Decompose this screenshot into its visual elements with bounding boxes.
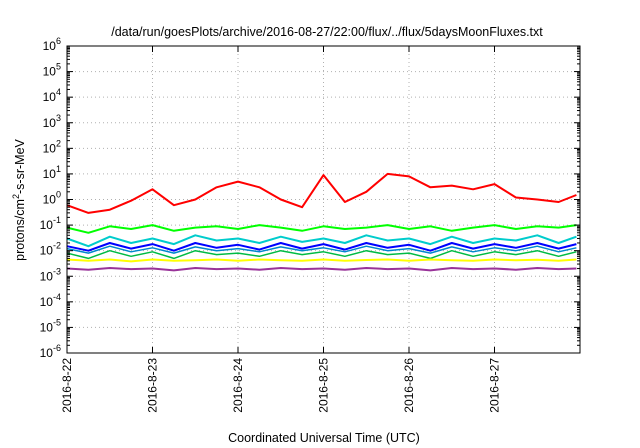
series-line-2 <box>66 224 577 234</box>
ticks <box>66 45 580 354</box>
grid <box>66 45 580 354</box>
y-tick-label: 100 <box>43 190 61 207</box>
series-line-1 <box>66 172 577 214</box>
y-tick-label: 103 <box>43 113 61 130</box>
y-tick-label: 10-1 <box>40 215 61 232</box>
y-tick-label: 10-5 <box>40 317 61 334</box>
y-tick-label: 10-2 <box>40 241 61 258</box>
y-tick-label: 105 <box>43 62 61 79</box>
y-tick-label: 101 <box>43 164 61 181</box>
series-line-6 <box>66 249 577 260</box>
series-line-5 <box>66 245 577 254</box>
series-line-4 <box>66 242 577 252</box>
y-tick-label: 10-3 <box>40 266 61 283</box>
series-line-8 <box>66 267 577 272</box>
x-tick-label: 2016-8-22 <box>60 358 74 413</box>
x-tick-labels: 2016-8-22 2016-8-23 2016-8-24 2016-8-25 2016… <box>60 358 502 413</box>
y-axis-label: protons/cm2-s-sr-MeV <box>11 138 27 260</box>
y-tick-label: 10-4 <box>40 292 61 309</box>
y-tick-label: 104 <box>43 87 61 104</box>
x-tick-label: 2016-8-25 <box>317 358 331 413</box>
series-lines <box>66 172 577 272</box>
series-line-7 <box>66 258 577 263</box>
series-line-3 <box>66 234 577 248</box>
y-tick-label: 102 <box>43 138 61 155</box>
y-tick-label: 106 <box>43 36 61 53</box>
y-tick-label: 10-6 <box>40 343 61 360</box>
x-axis-label: Coordinated Universal Time (UTC) <box>228 431 420 445</box>
x-tick-label: 2016-8-23 <box>146 358 160 413</box>
chart-title: /data/run/goesPlots/archive/2016-08-27/2… <box>111 25 543 39</box>
y-tick-labels: 10-6 10-5 10-4 10-3 10-2 10-1 100 101 102 103 104 1… <box>40 36 61 360</box>
x-tick-label: 2016-8-26 <box>402 358 416 413</box>
x-tick-label: 2016-8-24 <box>231 358 245 413</box>
x-tick-label: 2016-8-27 <box>488 358 502 413</box>
